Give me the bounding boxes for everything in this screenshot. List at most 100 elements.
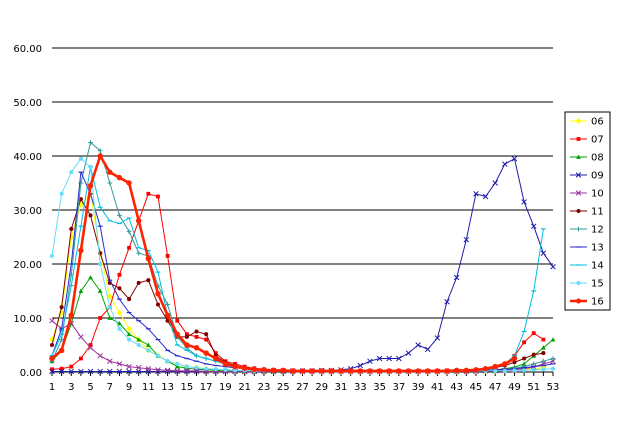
legend-marker xyxy=(576,280,581,286)
y-tick-label: 60.00 xyxy=(13,44,42,55)
legend-marker xyxy=(576,137,581,141)
series-line xyxy=(51,277,554,372)
legend-item-14: 14 xyxy=(570,261,604,272)
data-point xyxy=(49,368,55,375)
data-point xyxy=(512,360,517,365)
data-point xyxy=(78,247,84,254)
data-point xyxy=(309,368,315,374)
data-point xyxy=(126,229,132,234)
data-point xyxy=(117,321,122,326)
data-point xyxy=(87,182,94,189)
data-point xyxy=(155,302,161,307)
data-point xyxy=(184,342,190,348)
data-point xyxy=(473,191,479,197)
legend-marker xyxy=(575,190,582,196)
series-06 xyxy=(49,190,547,375)
x-tick-label: 41 xyxy=(431,382,444,393)
data-point xyxy=(98,261,103,267)
data-point xyxy=(49,253,55,258)
data-point xyxy=(415,368,421,374)
data-point xyxy=(290,368,296,374)
data-point xyxy=(376,368,383,374)
data-point xyxy=(175,361,180,366)
series-line xyxy=(51,171,554,372)
series-line xyxy=(51,142,554,372)
data-point xyxy=(502,161,508,167)
data-point xyxy=(49,317,55,324)
data-point xyxy=(550,358,556,364)
data-point xyxy=(136,342,141,348)
legend-marker xyxy=(576,208,581,214)
data-point xyxy=(107,305,112,310)
y-tick-label: 30.00 xyxy=(13,206,42,217)
series-09 xyxy=(49,155,556,375)
x-tick-label: 13 xyxy=(161,382,174,393)
data-point xyxy=(78,334,84,340)
data-point xyxy=(241,365,248,371)
legend-item-15: 15 xyxy=(570,279,604,290)
data-point xyxy=(550,263,556,270)
data-point xyxy=(107,180,113,186)
series-16 xyxy=(49,153,518,374)
data-point xyxy=(376,355,383,362)
data-point xyxy=(213,351,218,356)
data-point xyxy=(127,337,132,342)
data-point xyxy=(193,368,200,374)
data-point xyxy=(204,337,209,342)
data-point xyxy=(203,350,209,356)
data-point xyxy=(107,315,113,320)
data-point xyxy=(502,361,508,367)
data-point xyxy=(88,213,93,218)
x-tick-label: 51 xyxy=(527,382,540,393)
data-point xyxy=(540,358,546,364)
data-point xyxy=(87,344,94,351)
y-tick-label: 40.00 xyxy=(13,152,42,163)
x-tick-label: 27 xyxy=(296,382,309,393)
data-point xyxy=(155,367,161,373)
data-point xyxy=(59,366,64,371)
data-point xyxy=(405,368,412,374)
data-point xyxy=(88,275,93,280)
data-point xyxy=(126,363,132,370)
data-point xyxy=(522,356,527,361)
series-10 xyxy=(49,317,556,375)
data-point xyxy=(540,345,546,350)
data-point xyxy=(531,352,536,357)
data-point xyxy=(117,272,122,277)
data-point xyxy=(78,197,83,202)
data-point xyxy=(511,155,518,162)
data-point xyxy=(453,274,460,281)
data-point xyxy=(251,366,258,373)
legend: 06 07 08 09 10 11 12 13 14 15 16 xyxy=(564,111,611,311)
data-point xyxy=(405,350,412,356)
data-point xyxy=(127,245,131,250)
data-point xyxy=(97,368,103,375)
data-point xyxy=(58,368,65,375)
data-point xyxy=(50,367,54,372)
data-point xyxy=(164,367,171,374)
data-point xyxy=(541,337,546,342)
data-point xyxy=(174,364,180,369)
x-tick-label: 35 xyxy=(373,382,386,393)
data-point xyxy=(434,335,441,341)
data-point xyxy=(106,293,113,300)
x-tick-label: 9 xyxy=(126,382,132,393)
data-point xyxy=(213,367,218,372)
data-point xyxy=(127,297,132,302)
data-point xyxy=(107,368,113,375)
x-tick-label: 5 xyxy=(87,382,93,393)
data-point xyxy=(155,353,161,358)
data-point xyxy=(319,368,325,374)
data-point xyxy=(194,365,199,370)
data-point xyxy=(521,199,527,205)
data-point xyxy=(136,280,141,285)
y-tick-label: 10.00 xyxy=(13,314,42,325)
y-tick-label: 0.00 xyxy=(20,368,42,379)
data-point xyxy=(78,368,84,375)
data-point xyxy=(482,193,489,200)
legend-item-08: 08 xyxy=(570,153,604,164)
data-point xyxy=(541,367,546,372)
data-point xyxy=(492,363,498,370)
data-point xyxy=(97,288,103,293)
